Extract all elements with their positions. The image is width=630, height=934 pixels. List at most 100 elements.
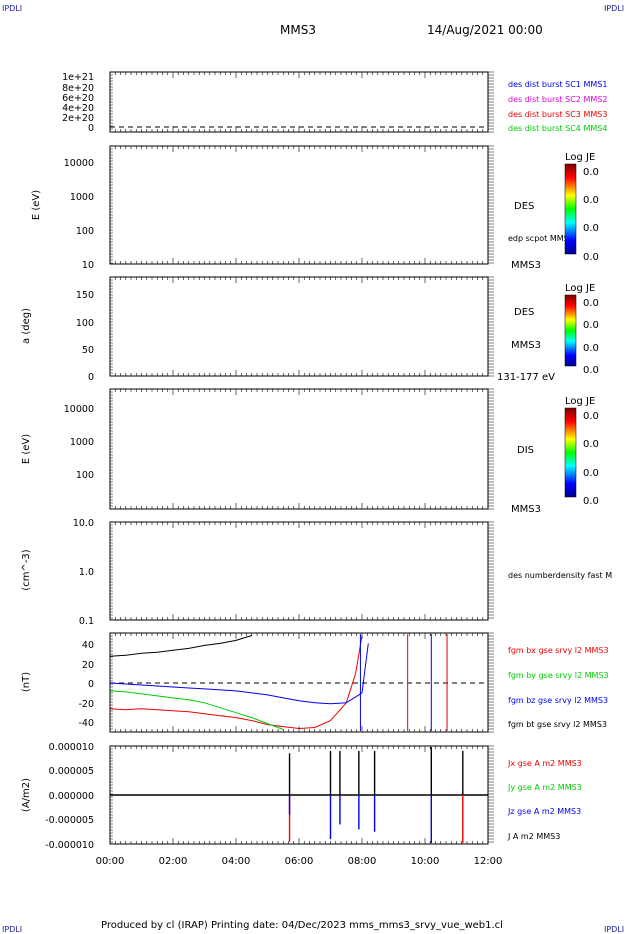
p2-colorbar-tick: 0.0 bbox=[583, 167, 599, 178]
p1-ytick: 0 bbox=[88, 123, 94, 134]
p7-legend-jx: Jx gse A m2 MMS3 bbox=[507, 759, 582, 768]
footer-text: Produced by cl (IRAP) Printing date: 04/… bbox=[101, 920, 503, 931]
p7-spike-group bbox=[288, 747, 464, 843]
corner-label-bottom-left: IPDLI bbox=[2, 925, 23, 934]
p3-ytick: 0 bbox=[88, 372, 94, 383]
p3-ylabel: a (deg) bbox=[21, 308, 32, 344]
p3-ytick: 150 bbox=[76, 290, 94, 301]
p6-ytick: 0 bbox=[88, 679, 94, 690]
p4-colorbar: Log JE 0.0 0.0 0.0 0.0 bbox=[564, 396, 599, 507]
corner-label-top-right: IPDLI bbox=[604, 4, 625, 13]
p3-ytick: 50 bbox=[82, 345, 94, 356]
p6-ytick: 40 bbox=[82, 640, 94, 651]
time-tick: 08:00 bbox=[348, 856, 377, 867]
corner-label-top-left: IPDLI bbox=[2, 4, 23, 13]
p5-ylabel: (cm^-3) bbox=[21, 549, 32, 590]
field-series-line bbox=[109, 635, 363, 730]
p7-ytick: 0.000005 bbox=[49, 766, 94, 777]
p7-ytick: 0.000000 bbox=[49, 791, 94, 802]
panel-7-current-density: (A/m2) 0.000010 0.000005 0.000000 -0.000… bbox=[21, 742, 582, 851]
p4-colorbar-tick: 0.0 bbox=[583, 439, 599, 450]
time-tick: 00:00 bbox=[96, 856, 125, 867]
p3-label-mms3: MMS3 bbox=[511, 340, 541, 351]
date-title: 14/Aug/2021 00:00 bbox=[427, 23, 543, 37]
p5-label-density: des numberdensity fast M bbox=[508, 571, 612, 580]
p6-legend-bx: fgm bx gse srvy l2 MMS3 bbox=[508, 646, 609, 655]
p3-label-energy-range: 131-177 eV bbox=[497, 372, 555, 383]
p2-colorbar: Log JE 0.0 0.0 0.0 0.0 bbox=[564, 152, 599, 263]
panel-5-number-density: (cm^-3) 10.0 1.0 0.1 des numberdensity f… bbox=[21, 518, 612, 627]
p4-ytick: 10000 bbox=[64, 404, 94, 415]
p4-colorbar-tick: 0.0 bbox=[583, 496, 599, 507]
p2-ytick: 100 bbox=[76, 226, 94, 237]
p1-ytick: 1e+21 bbox=[62, 72, 94, 83]
field-series-line bbox=[109, 690, 284, 730]
p1-legend-mms4: des dist burst SC4 MMS4 bbox=[508, 124, 607, 133]
panel-1-spacecraft-distributions: 1e+21 8e+20 6e+20 4e+20 2e+20 0 des dist… bbox=[62, 71, 607, 134]
p3-colorbar-tick: 0.0 bbox=[583, 343, 599, 354]
multi-panel-plot: 1e+21 8e+20 6e+20 4e+20 2e+20 0 des dist… bbox=[21, 71, 612, 867]
p3-colorbar-tick: 0.0 bbox=[583, 320, 599, 331]
p2-ytick: 1000 bbox=[70, 192, 94, 203]
p6-series-group bbox=[109, 634, 448, 731]
p2-label-mms3: MMS3 bbox=[511, 260, 541, 271]
p2-colorbar-tick: 0.0 bbox=[583, 223, 599, 234]
p3-colorbar: Log JE 0.0 0.0 0.0 0.0 bbox=[564, 283, 599, 376]
p4-ytick: 100 bbox=[76, 470, 94, 481]
field-series-line bbox=[109, 635, 252, 657]
time-tick: 04:00 bbox=[222, 856, 251, 867]
p2-label-scpot: edp scpot MMS3 bbox=[508, 234, 574, 243]
p3-label-des: DES bbox=[514, 307, 534, 318]
p2-colorbar-tick: 0.0 bbox=[583, 252, 599, 263]
p4-colorbar-tick: 0.0 bbox=[583, 468, 599, 479]
p4-colorbar-tick: 0.0 bbox=[583, 411, 599, 422]
p2-ylabel: E (eV) bbox=[31, 190, 42, 220]
p3-colorbar-tick: 0.0 bbox=[583, 298, 599, 309]
p7-legend-jy: Jy gse A m2 MMS3 bbox=[507, 783, 582, 792]
spacecraft-title: MMS3 bbox=[280, 23, 316, 37]
field-series-line bbox=[109, 643, 369, 705]
p1-ytick: 6e+20 bbox=[62, 93, 94, 104]
time-axis: 00:00 02:00 04:00 06:00 08:00 10:00 12:0… bbox=[96, 856, 503, 867]
p7-legend-j: J A m2 MMS3 bbox=[507, 832, 560, 841]
p6-legend-by: fgm by gse srvy l2 MMS3 bbox=[508, 671, 609, 680]
p6-legend-bt: fgm bt gse srvy l2 MMS3 bbox=[508, 720, 607, 729]
p7-legend-jz: Jz gse A m2 MMS3 bbox=[507, 807, 581, 816]
p6-legend-bz: fgm bz gse srvy l2 MMS3 bbox=[508, 696, 608, 705]
corner-label-bottom-right: IPDLI bbox=[604, 925, 625, 934]
panel-3-pitch-angle: a (deg) 150 100 50 0 DES MMS3 131-177 eV bbox=[21, 276, 555, 383]
p7-ytick: 0.000010 bbox=[49, 742, 94, 753]
p3-colorbar-title: Log JE bbox=[565, 283, 595, 294]
p1-ytick: 2e+20 bbox=[62, 113, 94, 124]
p7-ytick: -0.000010 bbox=[45, 840, 94, 851]
p2-colorbar-title: Log JE bbox=[565, 152, 595, 163]
p5-ytick: 0.1 bbox=[79, 616, 94, 627]
p2-ytick: 10 bbox=[82, 260, 94, 271]
p3-ytick: 100 bbox=[76, 318, 94, 329]
p4-label-mms3: MMS3 bbox=[511, 504, 541, 515]
p1-legend-mms3: des dist burst SC3 MMS3 bbox=[508, 110, 607, 119]
p5-ytick: 10.0 bbox=[73, 518, 94, 529]
p5-ytick: 1.0 bbox=[79, 567, 94, 578]
time-tick: 10:00 bbox=[411, 856, 440, 867]
time-tick: 06:00 bbox=[285, 856, 314, 867]
p4-ylabel: E (eV) bbox=[21, 434, 32, 464]
p4-label-dis: DIS bbox=[517, 445, 534, 456]
p1-ytick: 4e+20 bbox=[62, 103, 94, 114]
p4-ytick: 1000 bbox=[70, 437, 94, 448]
p6-ytick: -20 bbox=[78, 699, 94, 710]
p1-legend-mms2: des dist burst SC2 MMS2 bbox=[508, 95, 607, 104]
p1-legend-mms1: des dist burst SC1 MMS1 bbox=[508, 80, 607, 89]
p1-ytick: 8e+20 bbox=[62, 83, 94, 94]
p4-colorbar-title: Log JE bbox=[565, 396, 595, 407]
p6-ytick: -40 bbox=[78, 718, 94, 729]
axis-minor-ticks bbox=[109, 71, 494, 844]
panel-4-dis-energy: E (eV) 10000 1000 100 DIS MMS3 bbox=[21, 388, 541, 515]
p2-colorbar-tick: 0.0 bbox=[583, 195, 599, 206]
panel-6-magnetic-field: (nT) 40 20 0 -20 -40 fgm bx gse srvy l2 … bbox=[21, 632, 609, 733]
time-tick: 12:00 bbox=[474, 856, 503, 867]
p2-label-des: DES bbox=[514, 201, 534, 212]
p7-ylabel: (A/m2) bbox=[21, 778, 32, 812]
panel-2-des-energy: E (eV) 10000 1000 100 10 DES edp scpot M… bbox=[31, 145, 574, 271]
p3-colorbar-tick: 0.0 bbox=[583, 365, 599, 376]
